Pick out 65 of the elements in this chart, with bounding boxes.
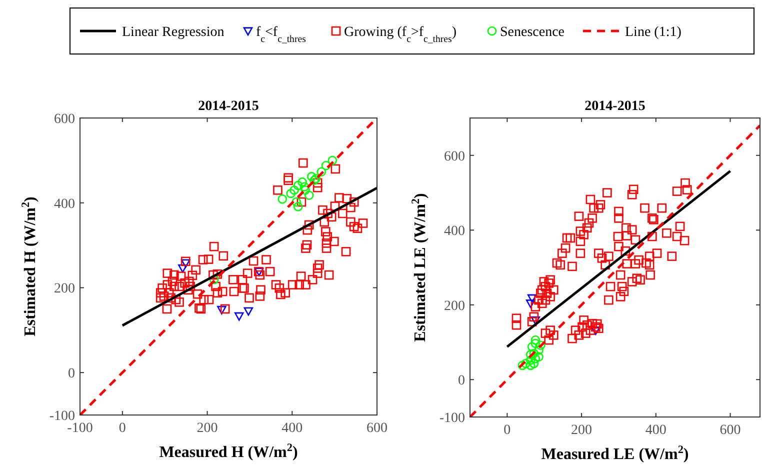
point	[244, 307, 254, 316]
point	[534, 352, 544, 362]
point	[321, 160, 331, 170]
point	[530, 316, 540, 325]
x-tick-label: 200	[196, 421, 218, 436]
point	[300, 182, 310, 192]
y-tick-label: 0	[458, 374, 465, 389]
chart-title: 2014-2015	[198, 99, 259, 114]
point	[316, 167, 326, 177]
point	[278, 194, 288, 204]
point	[290, 185, 299, 195]
y-tick-label: -100	[439, 411, 465, 426]
point	[311, 174, 321, 184]
point	[293, 180, 303, 190]
point	[530, 335, 540, 345]
point	[304, 190, 314, 200]
point	[527, 294, 537, 303]
x-tick-label: 0	[504, 423, 511, 438]
x-tick-label: 0	[118, 421, 126, 436]
x-axis-title: Measured H (W/m$^{2}$)	[159, 442, 298, 461]
chart-title: 2014-2015	[584, 99, 646, 114]
point	[521, 358, 530, 368]
point	[518, 360, 528, 370]
point	[530, 354, 540, 364]
x-tick-label: 400	[282, 421, 303, 436]
point	[292, 197, 302, 207]
point	[293, 202, 303, 212]
legend-label: Growing (f$_{c}$>f$_{c_thres}$)	[344, 25, 457, 44]
x-tick-label: -100	[67, 421, 93, 436]
y-tick-label: 400	[54, 196, 75, 212]
y-tick-label: 600	[54, 112, 75, 127]
y-tick-label: 200	[444, 298, 465, 314]
x-tick-label: 600	[366, 421, 388, 436]
point	[298, 177, 307, 187]
y-tick-label: -100	[49, 409, 75, 424]
y-tick-label: 0	[68, 366, 75, 382]
point	[310, 176, 319, 186]
point	[526, 300, 536, 308]
point	[178, 264, 188, 273]
y-tick-label: 200	[54, 282, 75, 297]
point	[328, 156, 338, 166]
point	[307, 172, 316, 182]
point	[180, 259, 190, 268]
legend-label: Senescence	[500, 25, 565, 40]
y-tick-label: 600	[444, 149, 465, 164]
point	[536, 340, 546, 350]
y-tick-label: 400	[444, 224, 465, 240]
x-axis-title: Measured LE (W/m$^{2}$)	[541, 444, 689, 463]
point	[209, 275, 219, 284]
point	[527, 342, 537, 352]
point	[526, 350, 536, 360]
x-tick-label: 600	[720, 423, 741, 438]
legend-label: Linear Regression	[122, 25, 224, 40]
point	[526, 360, 536, 370]
x-tick-label: 200	[571, 423, 592, 438]
point	[217, 306, 226, 314]
point	[286, 188, 296, 198]
point	[234, 312, 244, 321]
legend-label: Line (1:1)	[625, 25, 682, 40]
point	[526, 356, 536, 365]
legend-label: f$_{c}$<f$_{c_thres}$	[256, 25, 306, 44]
x-tick-label: 400	[645, 423, 666, 438]
point	[300, 185, 310, 195]
point	[529, 358, 539, 368]
point	[530, 338, 540, 348]
